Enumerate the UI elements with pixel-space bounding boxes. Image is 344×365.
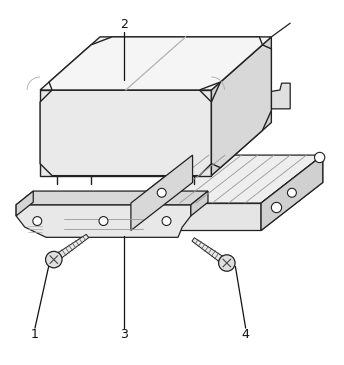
- Polygon shape: [49, 37, 262, 90]
- Text: 3: 3: [120, 328, 128, 342]
- Polygon shape: [261, 155, 323, 230]
- Polygon shape: [16, 205, 191, 237]
- Circle shape: [45, 251, 62, 268]
- Polygon shape: [261, 155, 323, 230]
- Polygon shape: [131, 203, 261, 230]
- Polygon shape: [16, 191, 33, 216]
- Circle shape: [218, 255, 235, 271]
- Circle shape: [271, 202, 282, 213]
- Circle shape: [162, 216, 171, 226]
- Polygon shape: [191, 191, 208, 216]
- Circle shape: [314, 152, 325, 163]
- Polygon shape: [40, 90, 212, 176]
- Polygon shape: [40, 90, 212, 176]
- Polygon shape: [52, 234, 89, 262]
- Polygon shape: [131, 155, 193, 230]
- Circle shape: [99, 216, 108, 226]
- Polygon shape: [270, 83, 290, 109]
- Polygon shape: [212, 37, 271, 176]
- Circle shape: [157, 188, 166, 197]
- Polygon shape: [192, 238, 229, 266]
- Polygon shape: [40, 37, 271, 90]
- Text: 1: 1: [31, 328, 39, 342]
- Text: 4: 4: [242, 328, 250, 342]
- Circle shape: [33, 216, 42, 226]
- Polygon shape: [131, 155, 323, 203]
- Text: 2: 2: [120, 18, 128, 31]
- Circle shape: [288, 188, 297, 197]
- Polygon shape: [16, 191, 208, 205]
- Polygon shape: [212, 45, 271, 168]
